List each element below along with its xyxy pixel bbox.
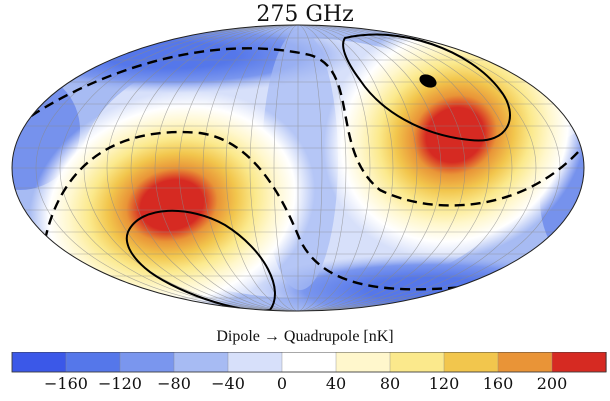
- colorbar-label: Dipole → Quadrupole [nK]: [216, 328, 394, 345]
- colorbar-cell: [119, 352, 175, 373]
- mollweide-sky-map: [11, 24, 585, 312]
- colorbar-cell: [497, 352, 553, 373]
- colorbar-tick-label: 40: [325, 374, 347, 393]
- colorbar-cell: [281, 352, 337, 373]
- colorbar-cell: [11, 352, 67, 373]
- colorbar-cell: [335, 352, 391, 373]
- colorbar-tick-label: 120: [428, 374, 460, 393]
- colorbar-tick-label: 160: [482, 374, 514, 393]
- colorbar-cell: [227, 352, 283, 373]
- map-boundary: [11, 24, 585, 312]
- solid-contour-right: [342, 33, 511, 142]
- colorbar-tick-label: −160: [44, 374, 88, 393]
- colorbar-tick-label: 0: [276, 374, 288, 393]
- dashed-contour: [17, 47, 581, 207]
- map-field: [12, 25, 584, 311]
- colorbar-cell: [173, 352, 229, 373]
- dashed-contour-lower: [43, 130, 584, 291]
- colorbar-cell: [443, 352, 499, 373]
- map-title: 275 GHz: [256, 2, 354, 27]
- colorbar-tick-label: 200: [536, 374, 568, 393]
- colorbar-cell: [389, 352, 445, 373]
- colorbar-tick-label: −40: [211, 374, 245, 393]
- colorbar-tick-label: −80: [157, 374, 191, 393]
- colorbar-tick-label: −120: [98, 374, 142, 393]
- colorbar-frame: [11, 352, 607, 373]
- colorbar-tick-label: 80: [379, 374, 401, 393]
- colorbar-cell: [65, 352, 121, 373]
- colorbar-cell: [551, 352, 607, 373]
- colorbar: [11, 352, 607, 373]
- black-marker: [419, 74, 437, 88]
